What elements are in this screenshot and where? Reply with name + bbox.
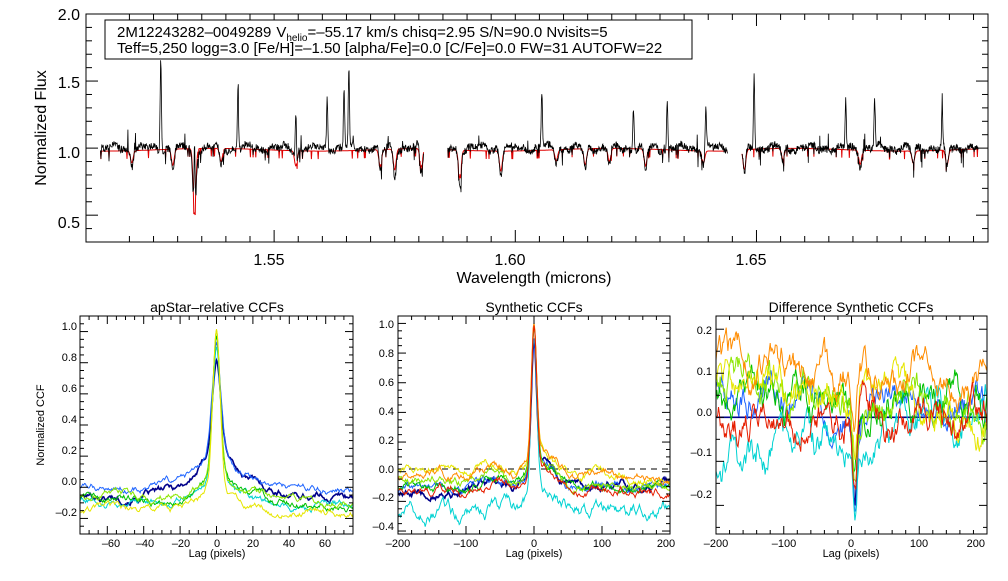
difference-ccf-ytick-labels: –0.2 –0.1 0.0 0.1 0.2 [691,325,712,501]
p1-ytick-label: 0.8 [62,352,77,364]
p1-ytick-label: 0.2 [62,445,77,457]
difference-ccf-panel: Difference Synthetic CCFs –0.2 –0.1 0.0 … [691,299,988,560]
synthetic-ccf-line [397,339,671,503]
star-name: 2M12243282–0049289 [117,24,271,41]
p2-xtick-label: 100 [593,538,611,550]
apstar-ccf-line [79,329,354,520]
vhelio-and-stats: =–55.17 km/s chisq=2.95 S/N=90.0 Nvisits… [307,24,607,41]
difference-ccf-ticks [715,316,988,534]
v-symbol: V [276,24,286,41]
p1-xtick-label: 60 [319,538,331,550]
helio-subscript: helio [286,33,308,44]
info-line-1: 2M12243282–0049289 Vhelio=–55.17 km/s chi… [117,24,608,44]
p1-xtick-label: 20 [247,538,259,550]
spectrum-ylabel: Normalized Flux [33,70,50,186]
model-spectrum [100,147,979,216]
p1-ytick-label: 0.0 [62,476,77,488]
spectrum-panel: 0.5 1.0 1.5 2.0 1.55 1.60 1.65 Wavelengt… [33,7,989,287]
spectrum-ytick-label: 0.5 [58,215,80,232]
info-box [104,19,693,60]
difference-ccf-line [715,380,988,490]
spectrum-ytick-label: 2.0 [58,7,80,24]
apstar-ccf-xlabel: Lag (pixels) [189,548,246,560]
apstar-ccf-ticks [79,315,354,534]
p1-xtick-label: –40 [136,538,154,550]
p3-ytick-label: 0.2 [697,325,712,337]
p3-ytick-label: 0.0 [697,407,712,419]
synthetic-ccf-ytick-labels: –0.4 –0.2 0.0 0.2 0.4 0.6 0.8 1.0 [373,319,394,533]
observed-spectrum-line [100,60,424,196]
model-spectrum-line [100,147,425,216]
apstar-ccf-ytick-labels: –0.2 0.0 0.2 0.4 0.6 0.8 1.0 [56,321,77,519]
p1-xtick-label: –20 [172,538,190,550]
synthetic-ccf-series [397,322,671,527]
synthetic-ccf-xlabel: Lag (pixels) [506,548,563,560]
p2-xtick-label: 0 [531,538,537,550]
spectrum-xtick-label: 1.60 [494,252,525,269]
p2-ytick-label: –0.2 [373,492,394,504]
synthetic-ccf-xtick-labels: –200 –100 0 100 200 [386,538,675,550]
info-line-2: Teff=5,250 logg=3.0 [Fe/H]=–1.50 [alpha/… [117,40,662,57]
difference-ccf-line [715,327,988,432]
p1-ytick-label: 0.4 [62,414,77,426]
observed-spectrum [100,60,979,196]
p1-xtick-label: –60 [102,538,120,550]
apstar-ccf-panel: apStar–relative CCFs –0.2 0.0 0.2 0.4 0.… [35,299,354,560]
p2-ytick-label: 0.6 [379,377,394,389]
spectrum-ytick-label: 1.0 [58,145,80,162]
apstar-ccf-title: apStar–relative CCFs [150,299,284,315]
p3-ytick-label: –0.1 [691,447,712,459]
spectrum-ytick-label: 1.5 [58,75,80,92]
p3-ytick-label: –0.2 [691,489,712,501]
p2-ytick-label: 0.8 [379,348,394,360]
p1-xtick-label: 0 [214,538,220,550]
spectrum-axes-frame [85,13,989,243]
observed-spectrum-line [447,94,728,193]
difference-ccf-xtick-labels: –200 –100 0 100 200 [704,538,985,550]
difference-ccf-series [715,327,988,521]
p2-ytick-label: –0.4 [373,521,394,533]
p2-xtick-label: –100 [454,538,478,550]
apstar-ccf-series [79,329,354,520]
synthetic-ccf-line [397,325,671,500]
spectrum-xtick-label: 1.65 [735,252,766,269]
difference-ccf-xlabel: Lag (pixels) [823,548,880,560]
synthetic-ccf-ticks [397,315,671,534]
spectrum-ticks [86,14,988,242]
apstar-ccf-line [79,357,354,508]
spectrum-xtick-label: 1.55 [253,252,284,269]
apstar-ccf-line [79,341,354,495]
synthetic-ccf-title: Synthetic CCFs [485,299,582,315]
p3-xtick-label: 0 [848,538,854,550]
p2-ytick-label: 0.0 [379,464,394,476]
p1-ytick-label: 0.6 [62,383,77,395]
p2-ytick-label: 0.4 [379,406,394,418]
p1-ytick-label: –0.2 [56,507,77,519]
apstar-ccf-line [79,335,354,513]
p2-xtick-label: –200 [386,538,410,550]
p3-xtick-label: –100 [772,538,796,550]
synthetic-ccf-line [397,338,671,496]
apstar-ccf-xtick-labels: –60 –40 –20 0 20 40 60 [102,538,331,550]
synthetic-ccf-panel: Synthetic CCFs –0.4 –0.2 0.0 0.2 0.4 0.6… [373,299,676,560]
p3-ytick-label: 0.1 [697,366,712,378]
p2-xtick-label: 200 [657,538,675,550]
p2-ytick-label: 1.0 [379,319,394,331]
difference-ccf-title: Difference Synthetic CCFs [769,299,934,315]
spectrum-xlabel: Wavelength (microns) [456,270,611,287]
p2-ytick-label: 0.2 [379,435,394,447]
p3-xtick-label: –200 [704,538,728,550]
p1-ytick-label: 1.0 [62,321,77,333]
apstar-ccf-line [79,346,354,514]
p1-xtick-label: 40 [283,538,295,550]
p3-xtick-label: 200 [967,538,985,550]
p3-xtick-label: 100 [910,538,928,550]
observed-spectrum-line [741,73,979,178]
apstar-ccf-line [79,329,354,510]
ccf-ylabel: Normalized CCF [35,384,47,466]
